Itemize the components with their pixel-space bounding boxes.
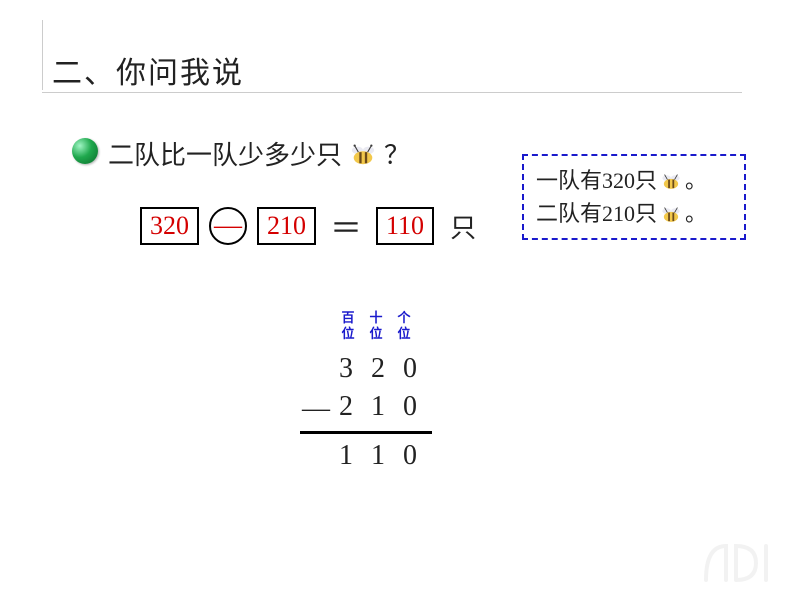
place-hundreds: 百位 [340, 310, 356, 343]
bullet-sphere-icon [72, 138, 98, 164]
digit: 0 [400, 440, 420, 472]
digit: 1 [368, 391, 388, 423]
info-row-1: 一队有320只 。 [536, 164, 732, 197]
question-prefix: 二队比一队少多少只 [108, 135, 342, 172]
place-value-labels: 百位 十位 个位 [340, 310, 432, 343]
watermark-icon [696, 526, 786, 590]
eq-equals: ＝ [326, 203, 366, 249]
bee-icon [659, 204, 683, 224]
section-title: 二、你问我说 [52, 48, 244, 92]
bee-icon [659, 171, 683, 191]
equation-row: 320 — 210 ＝ 110 只 [140, 203, 476, 249]
title-underline [42, 92, 742, 93]
calc-row1: 3 2 0 [336, 353, 432, 385]
eq-operand1: 320 [140, 207, 199, 245]
calc-rule [300, 431, 432, 434]
digit: 2 [368, 353, 388, 385]
info-line2-text: 二队有210只 [536, 197, 657, 230]
place-ones: 个位 [396, 310, 412, 343]
column-calculation: 百位 十位 个位 3 2 0 — 2 1 0 1 1 0 [296, 310, 432, 472]
digit: 1 [336, 440, 356, 472]
question-suffix: ？ [384, 135, 410, 172]
eq-operand2: 210 [257, 207, 316, 245]
info-line1-punct: 。 [685, 164, 707, 197]
digit: 0 [400, 391, 420, 423]
digit: 1 [368, 440, 388, 472]
info-line2-punct: 。 [685, 197, 707, 230]
calc-row2: — 2 1 0 [336, 391, 432, 423]
info-box: 一队有320只 。 二队有210只 。 [522, 154, 746, 240]
info-line1-text: 一队有320只 [536, 164, 657, 197]
title-left-rule [42, 20, 43, 90]
place-tens: 十位 [368, 310, 384, 343]
eq-operator-circle: — [209, 207, 247, 245]
info-row-2: 二队有210只 。 [536, 197, 732, 230]
eq-result: 110 [376, 207, 434, 245]
bee-icon [348, 141, 378, 167]
digit: 2 [336, 391, 356, 423]
calc-result-row: 1 1 0 [336, 440, 432, 472]
digit: 0 [400, 353, 420, 385]
eq-unit: 只 [450, 208, 476, 245]
digit: 3 [336, 353, 356, 385]
question-line: 二队比一队少多少只 ？ [108, 135, 410, 172]
calc-minus: — [302, 393, 330, 425]
